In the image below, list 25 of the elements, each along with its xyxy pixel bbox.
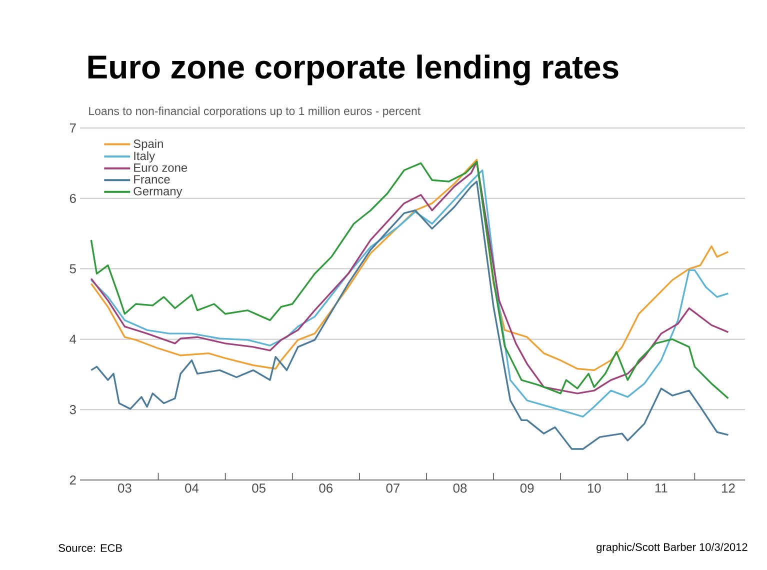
legend-label: France xyxy=(134,175,170,184)
x-tick-label: 03 xyxy=(118,484,132,493)
legend-label: Spain xyxy=(134,139,163,150)
legend-label: Italy xyxy=(134,151,156,163)
y-tick-label: 5 xyxy=(70,264,76,274)
x-tick-label: 11 xyxy=(655,484,668,492)
chart-title: Euro zone corporate lending rates xyxy=(88,54,618,86)
legend-label: Germany xyxy=(134,186,182,198)
x-tick-label: 05 xyxy=(252,484,266,493)
source-note: Source: ECB xyxy=(58,544,122,552)
x-tick-label: 12 xyxy=(722,484,735,493)
x-tick-label: 07 xyxy=(386,484,400,493)
y-tick-label: 6 xyxy=(70,194,76,203)
y-tick-label: 7 xyxy=(70,124,76,132)
x-tick-label: 04 xyxy=(185,484,199,493)
y-tick-label: 2 xyxy=(70,475,76,485)
y-tick-label: 3 xyxy=(70,405,76,414)
x-tick-label: 06 xyxy=(319,484,333,493)
y-tick-label: 4 xyxy=(70,334,76,344)
x-tick-label: 10 xyxy=(588,484,601,493)
text: graphic/Scott Barber 10/3/2012 xyxy=(596,542,748,554)
x-tick-label: 08 xyxy=(453,484,467,493)
chart-subtitle: Loans to non-financial corporations up to 1 million euros - percent xyxy=(89,106,420,118)
legend-label: Euro zone xyxy=(134,164,188,172)
x-tick-label: 09 xyxy=(520,484,534,493)
